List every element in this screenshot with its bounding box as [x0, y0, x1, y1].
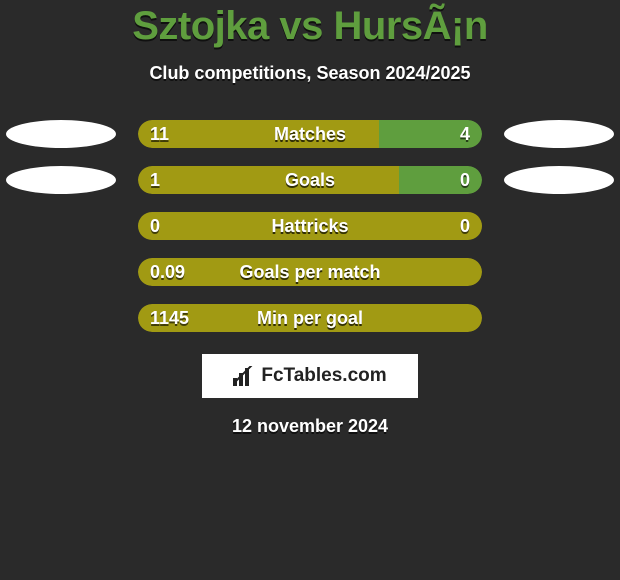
- stat-row: 0.09Goals per match: [0, 258, 620, 286]
- stat-row: 114Matches: [0, 120, 620, 148]
- player-ellipse-left: [6, 120, 116, 148]
- fill-left: [138, 258, 482, 286]
- bars-icon: [233, 366, 255, 386]
- stat-value-right: 4: [460, 120, 470, 148]
- player-ellipse-right: [504, 120, 614, 148]
- date-text: 12 november 2024: [0, 416, 620, 437]
- subtitle: Club competitions, Season 2024/2025: [0, 63, 620, 84]
- stat-row: 0 0Hattricks: [0, 212, 620, 240]
- stat-value-left: 1: [150, 166, 160, 194]
- brand-box[interactable]: FcTables.com: [202, 354, 418, 398]
- stats-container: 114Matches10Goals00Hattricks0.09Goals pe…: [0, 120, 620, 332]
- stat-row: 1145Min per goal: [0, 304, 620, 332]
- stat-bar: 0 0Hattricks: [138, 212, 482, 240]
- stat-value-right: 0: [460, 166, 470, 194]
- fill-left: [138, 120, 379, 148]
- stat-bar: 0.09Goals per match: [138, 258, 482, 286]
- fill-left: [138, 166, 399, 194]
- stat-value-left: 0.09: [150, 258, 185, 286]
- player-ellipse-right: [504, 166, 614, 194]
- stat-row: 10Goals: [0, 166, 620, 194]
- fill-left: [138, 304, 482, 332]
- stat-bar: 114Matches: [138, 120, 482, 148]
- brand-text: FcTables.com: [261, 365, 386, 387]
- stat-value-left: 11: [150, 120, 169, 148]
- page-title: Sztojka vs HursÃ¡n: [0, 0, 620, 49]
- stat-bar: 10Goals: [138, 166, 482, 194]
- stat-bar: 1145Min per goal: [138, 304, 482, 332]
- stat-value-left: 1145: [150, 304, 189, 332]
- stat-label: Hattricks: [138, 212, 482, 240]
- stat-value-right: 0: [460, 212, 470, 240]
- stat-value-left: 0: [150, 212, 160, 240]
- player-ellipse-left: [6, 166, 116, 194]
